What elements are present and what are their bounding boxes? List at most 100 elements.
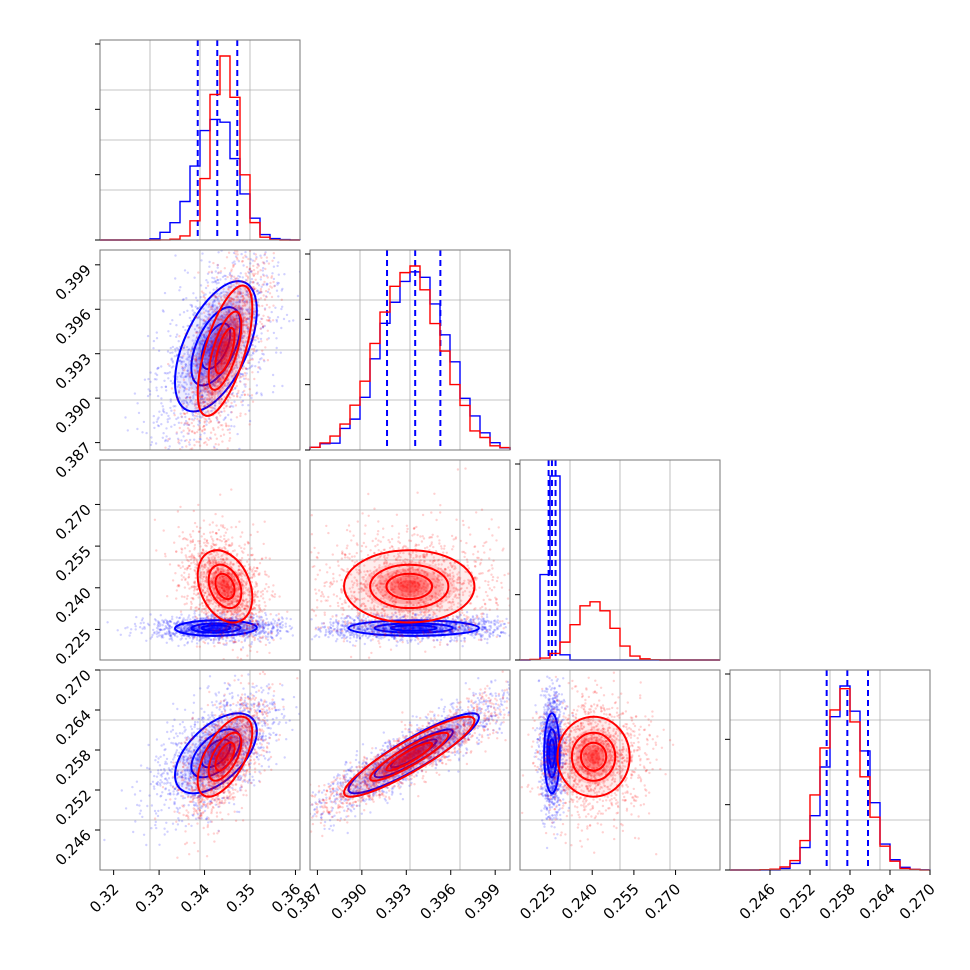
scatter-point xyxy=(221,349,225,352)
scatter-point xyxy=(222,341,225,345)
scatter-point xyxy=(212,355,215,359)
scatter-point xyxy=(155,331,158,334)
scatter-point xyxy=(245,626,248,630)
scatter-point xyxy=(264,295,268,298)
scatter-point xyxy=(225,401,228,404)
scatter-point xyxy=(227,400,230,403)
scatter-point xyxy=(175,324,178,327)
scatter-point xyxy=(180,415,184,419)
scatter-point xyxy=(257,264,261,267)
scatter-point xyxy=(252,352,255,355)
scatter-point xyxy=(222,633,226,636)
scatter-point xyxy=(199,435,202,439)
scatter-point xyxy=(181,369,185,372)
scatter-point xyxy=(260,394,263,397)
scatter-point xyxy=(256,263,260,266)
scatter-point xyxy=(204,293,207,296)
scatter-point xyxy=(223,342,226,345)
scatter-point xyxy=(254,244,256,246)
scatter-point xyxy=(202,519,206,522)
scatter-point xyxy=(218,359,222,362)
scatter-point xyxy=(257,241,259,243)
scatter-point xyxy=(242,264,245,267)
scatter-point xyxy=(182,325,185,329)
scatter-point xyxy=(227,343,230,347)
scatter-point xyxy=(235,296,239,299)
scatter-point xyxy=(213,391,216,394)
scatter-point xyxy=(252,325,255,328)
scatter-point xyxy=(217,363,220,366)
scatter-point xyxy=(184,618,187,622)
scatter-point xyxy=(188,386,191,389)
scatter-point xyxy=(189,349,193,353)
scatter-point xyxy=(243,302,246,306)
scatter-point xyxy=(182,412,185,415)
scatter-point xyxy=(194,364,197,368)
scatter-point xyxy=(224,304,227,307)
scatter-point xyxy=(167,377,170,380)
scatter-point xyxy=(198,415,201,418)
scatter-point xyxy=(222,290,225,293)
scatter-point xyxy=(227,544,230,547)
scatter-point xyxy=(219,381,223,384)
scatter-point xyxy=(228,431,231,435)
scatter-point xyxy=(210,304,214,307)
scatter-point xyxy=(202,311,206,314)
scatter-point xyxy=(252,347,256,351)
scatter-point xyxy=(194,315,198,319)
scatter-point xyxy=(241,337,244,340)
scatter-point xyxy=(277,617,280,620)
scatter-point xyxy=(222,287,225,291)
scatter-point xyxy=(180,371,184,375)
scatter-point xyxy=(244,250,247,254)
scatter-point xyxy=(232,265,235,269)
scatter-point xyxy=(208,343,211,347)
scatter-point xyxy=(130,628,133,631)
density-red xyxy=(220,339,230,363)
scatter-point xyxy=(248,366,251,370)
scatter-point xyxy=(228,405,231,408)
scatter-point xyxy=(220,626,223,629)
scatter-point xyxy=(222,372,225,375)
scatter-point xyxy=(210,370,213,373)
scatter-point xyxy=(211,340,214,344)
scatter-point xyxy=(196,352,199,355)
scatter-point xyxy=(235,329,238,332)
scatter-point xyxy=(217,390,220,394)
panel-2-0-data xyxy=(106,488,294,660)
scatter-point xyxy=(160,636,163,639)
scatter-point xyxy=(214,345,218,348)
scatter-point xyxy=(212,641,215,645)
scatter-point xyxy=(191,352,194,356)
scatter-point xyxy=(222,340,225,344)
scatter-point xyxy=(183,422,187,425)
scatter-point xyxy=(189,371,193,375)
scatter-point xyxy=(255,299,258,302)
scatter-point xyxy=(191,413,194,416)
scatter-point xyxy=(228,323,231,326)
scatter-point xyxy=(229,340,232,343)
scatter-point xyxy=(175,333,179,336)
scatter-point xyxy=(183,386,186,389)
scatter-point xyxy=(176,375,179,379)
scatter-point xyxy=(213,627,216,630)
scatter-point xyxy=(217,392,220,396)
scatter-point xyxy=(145,639,148,642)
scatter-point xyxy=(191,391,194,394)
scatter-point xyxy=(180,360,183,364)
scatter-point xyxy=(237,325,240,329)
scatter-point xyxy=(272,638,275,642)
scatter-point xyxy=(186,618,189,621)
scatter-point xyxy=(244,280,247,284)
scatter-point xyxy=(219,297,223,300)
scatter-point xyxy=(201,343,204,346)
scatter-point xyxy=(176,510,180,513)
scatter-point xyxy=(236,317,239,321)
scatter-point xyxy=(259,636,262,640)
scatter-point xyxy=(244,367,247,370)
scatter-point xyxy=(198,398,202,401)
scatter-point xyxy=(254,585,257,588)
scatter-point xyxy=(208,398,212,402)
scatter-point xyxy=(225,310,228,314)
scatter-point xyxy=(275,614,278,617)
